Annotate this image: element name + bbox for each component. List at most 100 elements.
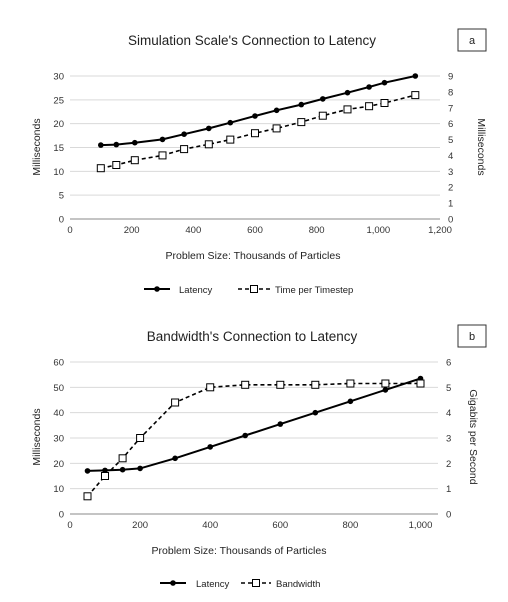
data-point	[206, 383, 215, 392]
data-point	[119, 466, 126, 473]
data-point	[380, 99, 389, 107]
y2-axis-label: Milliseconds	[475, 118, 487, 175]
y-tick-label: 30	[53, 72, 64, 83]
data-point	[297, 118, 306, 127]
data-point	[277, 421, 284, 427]
data-point	[136, 434, 145, 442]
x-tick-label: 400	[185, 225, 201, 236]
panel-label: b	[469, 331, 475, 343]
gridlines	[70, 75, 440, 220]
y-tick-label: 20	[53, 459, 64, 470]
data-point	[98, 142, 104, 148]
legend-item-bandwidth: Bandwidth	[241, 579, 320, 590]
y-tick-label: 20	[53, 119, 64, 130]
data-point	[112, 161, 121, 169]
y2-tick-label: 3	[446, 434, 451, 445]
x-tick-label: 1,000	[366, 225, 390, 236]
y2-tick-label: 6	[446, 358, 451, 369]
data-point	[180, 145, 189, 154]
data-point	[365, 102, 374, 111]
data-point	[366, 84, 372, 90]
y2-tick-label: 6	[448, 119, 453, 130]
x-tick-label: 400	[202, 520, 218, 531]
data-point	[252, 113, 258, 119]
x-tick-label: 800	[309, 225, 325, 236]
y2-tick-label: 5	[448, 135, 453, 146]
data-point	[84, 468, 91, 474]
data-point	[382, 387, 389, 393]
legend-label: Latency	[196, 579, 230, 590]
gridlines	[70, 361, 438, 515]
legend-item-time-per-timestep: Time per Timestep	[238, 285, 353, 296]
data-point	[320, 96, 326, 102]
legend-item-latency: Latency	[144, 285, 213, 296]
y-tick-label: 15	[53, 143, 64, 154]
data-point	[318, 111, 327, 120]
data-point	[113, 141, 120, 148]
y-tick-label: 0	[59, 510, 64, 521]
panel-label-box: a	[457, 28, 487, 52]
data-point	[311, 380, 320, 389]
data-point	[227, 119, 234, 126]
legend-label: Time per Timestep	[275, 285, 353, 296]
series-bandwidth	[83, 379, 425, 501]
x-tick-label: 1,000	[409, 520, 433, 531]
y2-tick-label: 4	[446, 408, 451, 419]
legend: Latency Bandwidth	[160, 579, 320, 590]
x-tick-label: 0	[67, 225, 72, 236]
chart-title: Simulation Scale's Connection to Latency	[128, 33, 376, 48]
data-point	[172, 455, 178, 462]
y2-tick-label: 8	[448, 87, 453, 98]
data-point	[207, 444, 213, 450]
data-point	[102, 467, 108, 474]
panel-label-box: b	[457, 324, 487, 348]
data-point	[381, 379, 390, 388]
data-point	[204, 140, 213, 149]
data-point	[347, 398, 354, 405]
y-tick-label: 10	[53, 484, 64, 495]
y-tick-label: 30	[53, 434, 64, 445]
data-point	[101, 472, 109, 480]
y2-tick-label: 5	[446, 383, 451, 394]
data-point	[412, 73, 419, 79]
data-point	[346, 379, 355, 388]
y2-tick-label: 3	[448, 167, 453, 178]
y-tick-label: 40	[53, 408, 64, 419]
data-point	[276, 380, 285, 389]
data-point	[343, 105, 352, 114]
data-point	[416, 379, 425, 388]
x-tick-label: 600	[247, 225, 263, 236]
x-axis-label: Problem Size: Thousands of Particles	[152, 545, 327, 557]
y-tick-label: 25	[53, 95, 64, 106]
y-tick-label: 50	[53, 383, 64, 394]
y-tick-label: 60	[53, 358, 64, 369]
data-point	[381, 79, 388, 86]
data-point	[298, 101, 305, 108]
x-tick-label: 1,200	[428, 225, 452, 236]
panel-label: a	[469, 35, 476, 47]
x-tick-label: 800	[342, 520, 358, 531]
data-point	[251, 129, 259, 138]
chart-title: Bandwidth's Connection to Latency	[147, 329, 358, 344]
y-tick-label: 10	[53, 167, 64, 178]
y2-tick-label: 4	[448, 151, 453, 162]
y2-tick-label: 0	[448, 215, 453, 226]
data-point	[159, 136, 166, 143]
chart-panel-a: Simulation Scale's Connection to Latency…	[31, 28, 487, 296]
data-point	[273, 107, 280, 114]
y2-tick-label: 2	[446, 459, 451, 470]
y2-tick-label: 0	[446, 510, 451, 521]
data-point	[226, 135, 235, 144]
data-point	[83, 492, 92, 501]
y2-tick-label: 1	[446, 484, 451, 495]
legend: Latency Time per Timestep	[144, 285, 353, 296]
y2-tick-label: 2	[448, 183, 453, 194]
series-line	[86, 382, 421, 497]
series-line	[100, 94, 416, 169]
data-point	[344, 89, 351, 96]
x-tick-label: 200	[132, 520, 148, 531]
x-axis-label: Problem Size: Thousands of Particles	[166, 250, 341, 262]
data-point	[96, 164, 105, 173]
data-point	[411, 91, 420, 100]
